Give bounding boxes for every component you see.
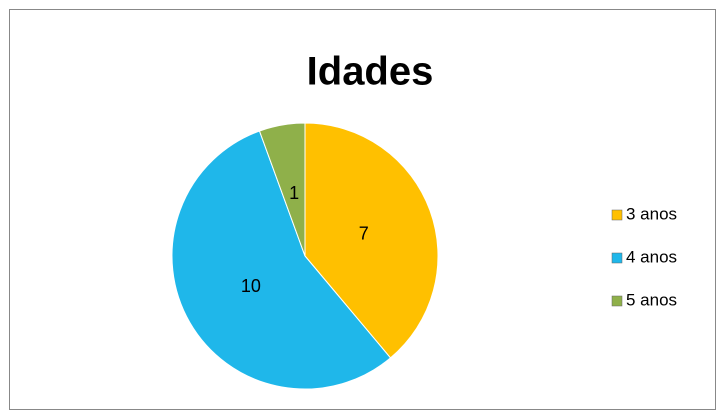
legend-label: 5 anos: [626, 290, 677, 309]
legend-marker: [611, 252, 623, 264]
pie-slice: [304, 122, 439, 359]
pie-slice: [258, 122, 306, 257]
data-label: 7: [359, 223, 369, 243]
pie-slice: [171, 130, 392, 390]
data-label: 1: [289, 183, 299, 203]
legend-label: 3 anos: [626, 204, 677, 223]
chart-title: Idades: [307, 50, 434, 94]
data-label: 10: [241, 276, 261, 296]
legend-label: 4 anos: [626, 247, 677, 266]
legend-marker: [611, 295, 623, 307]
legend-marker: [611, 209, 623, 221]
